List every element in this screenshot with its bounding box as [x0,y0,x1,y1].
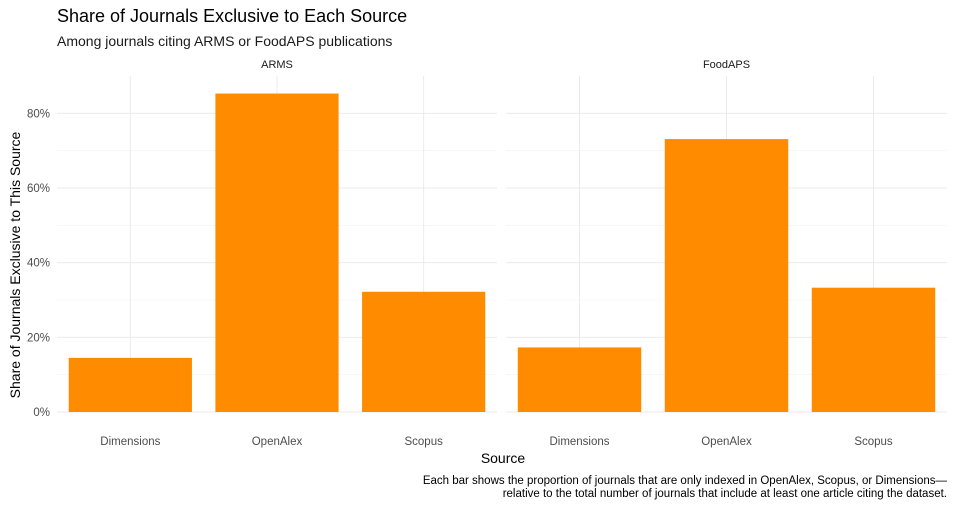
chart-subtitle: Among journals citing ARMS or FoodAPS pu… [57,33,392,49]
caption-line-1: Each bar shows the proportion of journal… [423,475,948,487]
x-tick-label-openalex: OpenAlex [252,436,303,448]
bar-arms-scopus [362,291,486,412]
bar-foodaps-scopus [811,287,936,412]
x-tick-label-dimensions: Dimensions [549,436,609,448]
facet-panel-foodaps: Dimensions OpenAlex Scopus FoodAPS [506,59,947,448]
x-tick-label-openalex: OpenAlex [701,436,752,448]
y-tick-label: 60% [27,183,50,195]
caption-line-2: relative to the total number of journals… [503,488,947,500]
facet-strip-label: FoodAPS [703,59,750,71]
facet-panels: Dimensions OpenAlex Scopus ARMS Dimensions Op… [57,59,947,448]
bar-arms-openalex [215,93,339,413]
y-axis-title: Share of Journals Exclusive to This Sour… [7,131,23,398]
x-tick-label-scopus: Scopus [854,436,893,448]
x-tick-label-dimensions: Dimensions [100,436,160,448]
x-tick-label-scopus: Scopus [404,436,443,448]
chart-title: Share of Journals Exclusive to Each Sour… [57,6,407,26]
bar-foodaps-dimensions [517,347,642,412]
y-tick-label: 40% [27,258,50,270]
y-tick-label: 20% [27,332,50,344]
y-tick-label: 0% [33,407,50,419]
bar-foodaps-openalex [664,139,789,413]
facet-panel-arms: Dimensions OpenAlex Scopus ARMS [57,59,497,448]
bar-arms-dimensions [68,357,192,412]
y-tick-label: 80% [27,108,50,120]
y-axis-ticks: 0% 20% 40% 60% 80% [27,108,50,419]
x-axis-title: Source [481,450,526,466]
facet-strip-label: ARMS [261,59,293,71]
